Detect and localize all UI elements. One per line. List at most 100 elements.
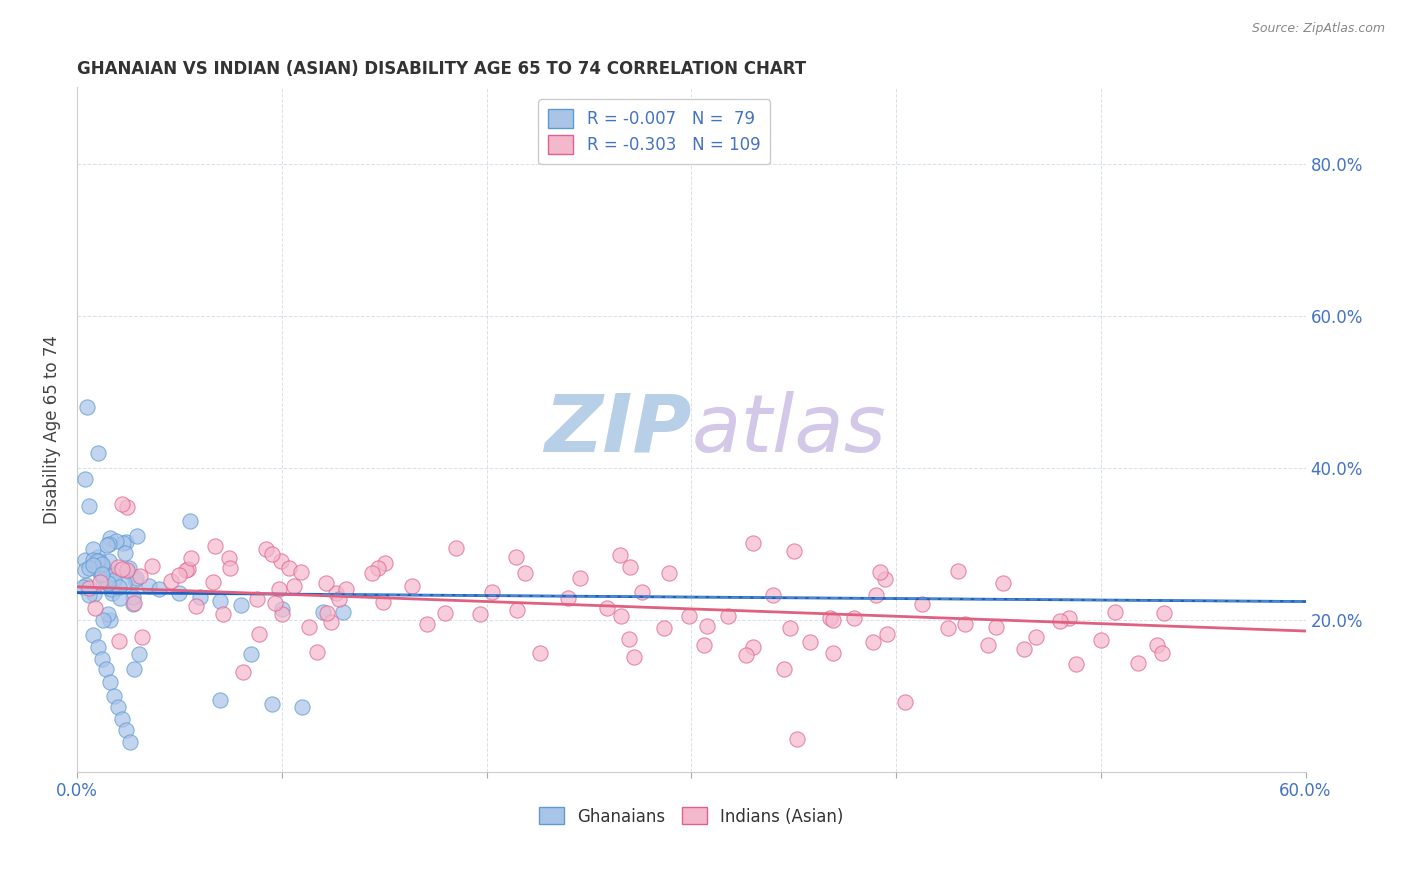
- Point: [444, 541, 467, 556]
- Point: [108, 580, 131, 594]
- Point: [177, 562, 200, 576]
- Point: [278, 561, 301, 575]
- Point: [678, 609, 700, 624]
- Text: Source: ZipAtlas.com: Source: ZipAtlas.com: [1251, 22, 1385, 36]
- Point: [180, 550, 202, 565]
- Point: [114, 546, 136, 560]
- Point: [305, 645, 328, 659]
- Point: [609, 609, 631, 624]
- Point: [84, 601, 107, 615]
- Point: [873, 573, 896, 587]
- Point: [141, 558, 163, 573]
- Point: [936, 621, 959, 635]
- Point: [506, 602, 529, 616]
- Point: [619, 559, 641, 574]
- Point: [799, 634, 821, 648]
- Point: [735, 648, 758, 662]
- Point: [481, 584, 503, 599]
- Point: [107, 633, 129, 648]
- Point: [433, 606, 456, 620]
- Point: [529, 646, 551, 660]
- Point: [89, 574, 111, 589]
- Point: [72, 580, 94, 594]
- Point: [209, 594, 232, 608]
- Point: [124, 662, 146, 676]
- Point: [568, 571, 591, 585]
- Point: [128, 647, 150, 661]
- Point: [98, 675, 121, 690]
- Point: [1049, 614, 1071, 628]
- Point: [100, 582, 122, 596]
- Point: [160, 574, 183, 589]
- Point: [623, 650, 645, 665]
- Point: [124, 571, 146, 585]
- Legend: Ghanaians, Indians (Asian): Ghanaians, Indians (Asian): [533, 801, 851, 832]
- Point: [96, 567, 118, 582]
- Point: [209, 693, 232, 707]
- Point: [325, 586, 347, 600]
- Point: [107, 700, 129, 714]
- Point: [96, 539, 118, 553]
- Point: [291, 700, 314, 714]
- Point: [219, 561, 242, 575]
- Point: [127, 529, 149, 543]
- Point: [696, 619, 718, 633]
- Text: GHANAIAN VS INDIAN (ASIAN) DISABILITY AGE 65 TO 74 CORRELATION CHART: GHANAIAN VS INDIAN (ASIAN) DISABILITY AG…: [77, 60, 806, 78]
- Point: [115, 535, 138, 549]
- Point: [111, 562, 134, 576]
- Point: [86, 640, 108, 654]
- Point: [129, 569, 152, 583]
- Point: [652, 621, 675, 635]
- Point: [270, 554, 292, 568]
- Point: [264, 596, 287, 610]
- Point: [240, 647, 263, 661]
- Point: [131, 630, 153, 644]
- Point: [96, 576, 118, 591]
- Point: [1064, 657, 1087, 672]
- Point: [1104, 605, 1126, 619]
- Point: [631, 585, 654, 599]
- Point: [79, 561, 101, 575]
- Point: [75, 578, 97, 592]
- Point: [271, 607, 294, 621]
- Point: [94, 662, 117, 676]
- Point: [328, 591, 350, 606]
- Point: [104, 533, 127, 548]
- Point: [97, 607, 120, 621]
- Point: [91, 557, 114, 571]
- Point: [86, 550, 108, 565]
- Point: [98, 554, 121, 568]
- Point: [373, 595, 395, 609]
- Point: [742, 640, 765, 655]
- Point: [415, 616, 437, 631]
- Point: [122, 596, 145, 610]
- Point: [169, 586, 191, 600]
- Point: [218, 550, 240, 565]
- Point: [86, 445, 108, 459]
- Point: [118, 561, 141, 575]
- Point: [1146, 638, 1168, 652]
- Point: [103, 573, 125, 587]
- Point: [117, 565, 139, 579]
- Point: [609, 548, 631, 562]
- Point: [315, 575, 337, 590]
- Point: [1012, 641, 1035, 656]
- Point: [1153, 606, 1175, 620]
- Point: [762, 588, 785, 602]
- Point: [515, 566, 537, 580]
- Point: [148, 582, 170, 597]
- Point: [111, 712, 134, 726]
- Point: [98, 531, 121, 545]
- Point: [115, 723, 138, 738]
- Point: [91, 613, 114, 627]
- Point: [246, 591, 269, 606]
- Text: atlas: atlas: [692, 391, 886, 469]
- Point: [842, 611, 865, 625]
- Point: [75, 472, 97, 486]
- Point: [773, 662, 796, 676]
- Point: [89, 554, 111, 568]
- Point: [911, 597, 934, 611]
- Point: [1025, 630, 1047, 644]
- Point: [865, 588, 887, 602]
- Point: [332, 605, 354, 619]
